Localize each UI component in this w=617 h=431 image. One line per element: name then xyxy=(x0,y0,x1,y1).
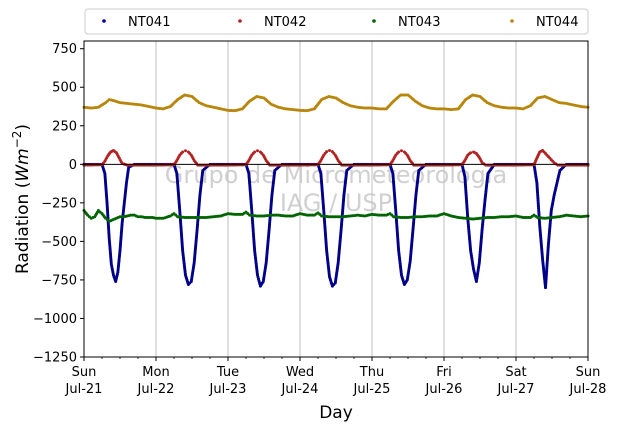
y-tick-label: −250 xyxy=(41,196,77,211)
watermark: Grupo de Micrometeorologia IAG / USP xyxy=(165,161,507,217)
data-series xyxy=(82,93,590,290)
data-point xyxy=(181,150,185,154)
y-tick-label: −500 xyxy=(41,235,77,250)
x-tick-date: Jul-28 xyxy=(569,382,607,397)
y-tick-label: −1000 xyxy=(33,312,77,327)
legend-label-nt043: NT043 xyxy=(398,15,440,30)
watermark-line-2: IAG / USP xyxy=(280,189,392,217)
legend-box xyxy=(84,8,589,35)
x-tick-day: Sun xyxy=(72,365,97,380)
legend-label-nt042: NT042 xyxy=(264,15,306,30)
x-tick-date: Jul-21 xyxy=(65,382,103,397)
y-tick-label: 750 xyxy=(52,42,77,57)
series-nt044 xyxy=(82,93,590,113)
grid-lines xyxy=(155,41,517,357)
x-tick-day: Tue xyxy=(216,365,239,380)
data-point xyxy=(184,149,188,153)
x-tick-date: Jul-23 xyxy=(209,382,247,397)
x-tick-day: Sat xyxy=(505,365,526,380)
data-point xyxy=(256,149,260,153)
legend-marker-nt043 xyxy=(372,19,376,23)
y-tick-label: 500 xyxy=(52,81,77,96)
data-point xyxy=(469,151,473,155)
y-axis: 750 500 250 0 −250 −500 −750 −1000 −1250 xyxy=(33,42,84,366)
x-tick-day: Thu xyxy=(359,365,384,380)
x-tick-date: Jul-26 xyxy=(425,382,463,397)
x-tick-day: Mon xyxy=(142,365,169,380)
x-tick-day: Sun xyxy=(576,365,601,380)
data-point xyxy=(397,150,401,154)
y-tick-label: 0 xyxy=(69,158,77,173)
y-tick-label: −1250 xyxy=(33,351,77,366)
series-nt043 xyxy=(82,209,590,223)
legend-label-nt044: NT044 xyxy=(536,15,578,30)
x-tick-date: Jul-22 xyxy=(137,382,175,397)
series-nt042 xyxy=(82,148,590,167)
legend-label-nt041: NT041 xyxy=(128,15,170,30)
legend-marker-nt041 xyxy=(102,19,106,23)
x-tick-date: Jul-25 xyxy=(353,382,391,397)
y-tick-label: 250 xyxy=(52,119,77,134)
x-tick-date: Jul-27 xyxy=(497,382,535,397)
y-axis-label: Radiation (Wm−2) xyxy=(10,124,33,274)
x-tick-date: Jul-24 xyxy=(281,382,319,397)
legend-marker-nt042 xyxy=(238,19,242,23)
legend: NT041 NT042 NT043 NT044 xyxy=(84,8,589,35)
x-axis: Sun Jul-21 Mon Jul-22 Tue Jul-23 Wed Jul-24 Thu J… xyxy=(65,357,607,397)
data-point xyxy=(400,149,404,153)
data-point xyxy=(328,148,332,152)
data-point xyxy=(253,150,257,154)
y-tick-label: −750 xyxy=(41,273,77,288)
legend-marker-nt044 xyxy=(510,19,514,23)
x-tick-day: Fri xyxy=(436,365,452,380)
x-tick-day: Wed xyxy=(286,365,314,380)
x-axis-label: Day xyxy=(319,403,353,423)
data-point xyxy=(325,150,329,154)
